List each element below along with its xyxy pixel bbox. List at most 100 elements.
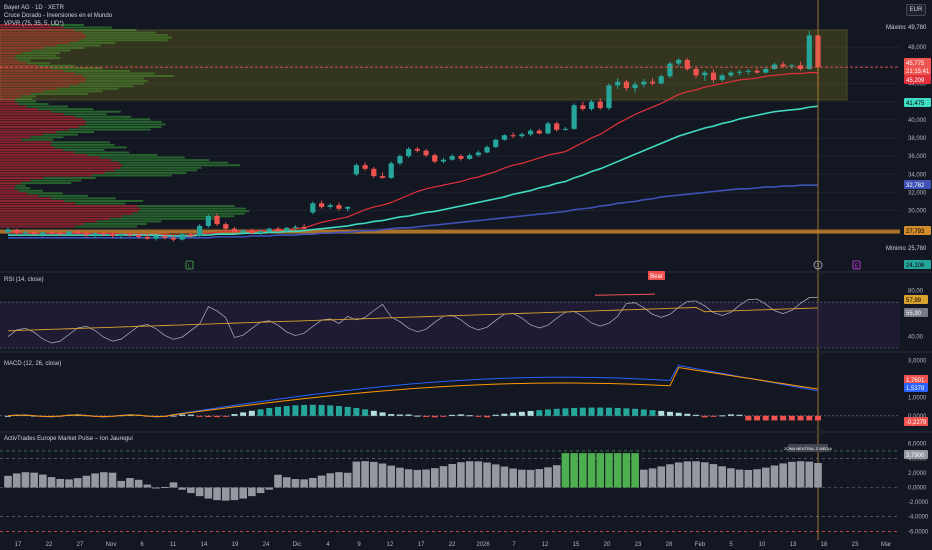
volume-profile-bar <box>0 148 63 151</box>
volume-profile-bar <box>0 44 57 47</box>
volume-profile-bar <box>0 202 76 205</box>
macd-histogram-bar <box>605 407 612 416</box>
currency-button[interactable]: EUR <box>906 4 926 16</box>
volume-profile-bar <box>30 136 64 139</box>
volume-profile-bar <box>0 39 80 42</box>
pulse-bar <box>744 469 753 488</box>
macd-histogram-bar <box>344 406 351 416</box>
macd-histogram-bar <box>266 408 273 416</box>
ma-blue-tag-bg <box>904 180 931 189</box>
volume-profile-bar <box>0 72 75 75</box>
volume-profile-bar <box>0 108 38 111</box>
volume-profile-bar <box>21 182 72 185</box>
volume-profile-bar <box>0 24 51 26</box>
volume-profile-bar <box>14 100 37 103</box>
pulse-bar <box>587 453 596 488</box>
macd-histogram-bar <box>457 414 464 416</box>
candle-body <box>562 128 569 130</box>
volume-profile-bar <box>0 220 97 223</box>
pulse-title[interactable]: ActivTrades Europe Market Pulse – Ion Ja… <box>4 436 133 442</box>
rsi-title[interactable]: RSI (14, close) <box>4 277 44 283</box>
macd-value-blue-bg <box>904 383 928 392</box>
pulse-bar <box>309 477 317 488</box>
symbol-title[interactable]: Bayer AG · 1D · XETR <box>4 5 65 11</box>
volume-profile-bar <box>30 179 82 182</box>
candle-body <box>57 233 63 235</box>
volume-profile-bar <box>0 126 79 128</box>
volume-profile-bar <box>114 169 198 172</box>
pulse-bar <box>4 475 12 488</box>
volume-profile-bar <box>69 41 116 44</box>
macd-title[interactable]: MACD (12, 26, close) <box>4 361 62 367</box>
volume-profile-bar <box>100 156 185 159</box>
candle-body <box>702 72 708 76</box>
marker-e-box <box>852 260 861 270</box>
pulse-bar <box>718 466 726 488</box>
pulse-bar <box>422 469 430 488</box>
volume-profile-bar <box>74 29 137 32</box>
volume-profile-bar <box>0 69 64 72</box>
price-tick-label: 40,000 <box>908 118 927 124</box>
pulse-bar <box>535 469 544 488</box>
macd-histogram-bar <box>780 415 787 421</box>
pulse-bar <box>265 487 274 490</box>
macd-histogram-bar <box>693 414 700 416</box>
candle-body <box>66 231 72 235</box>
time-axis-label: 13 <box>790 542 797 548</box>
pulse-bar <box>256 487 265 494</box>
macd-histogram-bar <box>632 408 639 416</box>
pulse-bar <box>561 453 570 488</box>
price-tick-label: 32,000 <box>908 190 927 196</box>
macd-histogram-bar <box>562 408 569 416</box>
candle-body <box>536 130 542 134</box>
volume-profile-bar <box>0 34 87 37</box>
volume-profile-bar <box>54 146 127 149</box>
volume-profile-bar <box>38 194 88 197</box>
pulse-bar <box>404 469 413 488</box>
pulse-bar <box>700 462 709 488</box>
candle-body <box>763 69 769 73</box>
volume-profile-bar <box>18 189 44 192</box>
volume-profile-bar <box>0 36 86 39</box>
time-axis-label: 23 <box>635 542 642 548</box>
candle-body <box>493 139 499 148</box>
min-value: 25,780 <box>908 246 927 252</box>
volume-profile-bar <box>21 95 36 98</box>
macd-histogram-bar <box>571 407 578 416</box>
volume-profile-bar <box>86 77 144 80</box>
volume-profile-bar <box>82 31 156 34</box>
volume-profile-bar <box>74 72 155 75</box>
candle-body <box>205 216 211 226</box>
macd-histogram-bar <box>414 415 421 417</box>
volume-profile-bar <box>0 210 139 213</box>
macd-line <box>7 364 819 418</box>
pulse-bar <box>195 487 204 497</box>
pulse-bar <box>457 462 465 488</box>
volume-profile-bar <box>74 225 137 228</box>
indicator-golden-cross[interactable]: Cruce Dorado - Inversiones en el Mundo <box>4 13 113 19</box>
macd-histogram-bar <box>440 415 447 417</box>
macd-histogram-bar <box>248 410 255 416</box>
marker-2-circle <box>813 260 823 270</box>
zone-low-tag-bg <box>904 226 931 235</box>
pulse-bar <box>692 461 700 488</box>
macd-histogram-bar <box>187 414 194 416</box>
time-axis-label: 22 <box>449 542 456 548</box>
candle-body <box>580 105 586 109</box>
candle-body <box>197 225 203 236</box>
pulse-bar <box>160 486 169 488</box>
pulse-bar <box>491 464 500 488</box>
volume-profile-bar <box>0 189 19 192</box>
volume-profile-bar <box>109 217 220 220</box>
macd-histogram-bar <box>719 415 726 417</box>
macd-histogram-bar <box>388 414 395 416</box>
candle-body <box>318 203 325 207</box>
pulse-bar <box>622 453 631 488</box>
volume-profile-bar <box>21 138 54 141</box>
volume-profile-bar <box>0 133 44 136</box>
volume-profile-bar <box>0 205 138 208</box>
pulse-bar <box>143 484 152 488</box>
rsi-tick-label: 40,00 <box>908 335 924 341</box>
indicator-vpvr[interactable]: VPVR (75, 35, 5, UD*) <box>4 21 64 27</box>
